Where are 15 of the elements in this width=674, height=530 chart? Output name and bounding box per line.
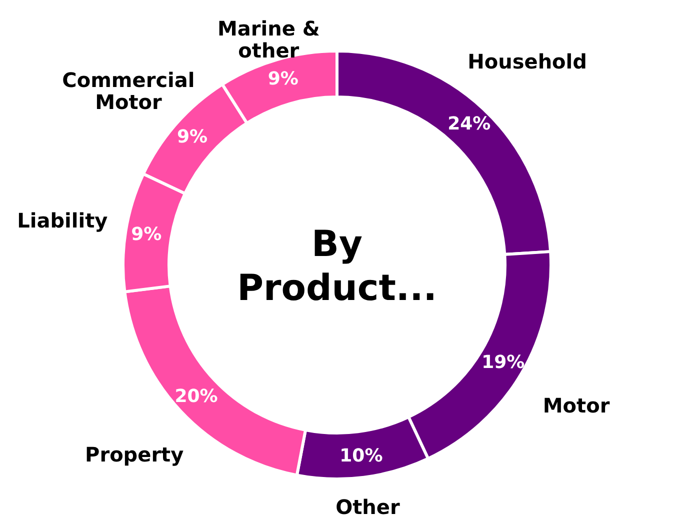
data-label: 20%	[174, 386, 218, 408]
data-label: 9%	[176, 126, 208, 148]
data-label: 24%	[448, 113, 491, 134]
slice-label: Commercial Motor	[62, 68, 195, 114]
data-label: 10%	[340, 445, 383, 466]
slice-label: Other	[336, 495, 400, 520]
slice-label: Motor	[542, 394, 610, 418]
data-label: 9%	[131, 224, 162, 245]
data-label: 9%	[268, 68, 298, 90]
slice-label: Household	[468, 49, 587, 74]
data-label: 19%	[482, 352, 525, 374]
slice-label: Marine & other	[217, 16, 320, 63]
text: By Product...	[237, 224, 437, 309]
slice-label: Property	[85, 442, 184, 466]
slice-label: Liability	[17, 208, 108, 233]
